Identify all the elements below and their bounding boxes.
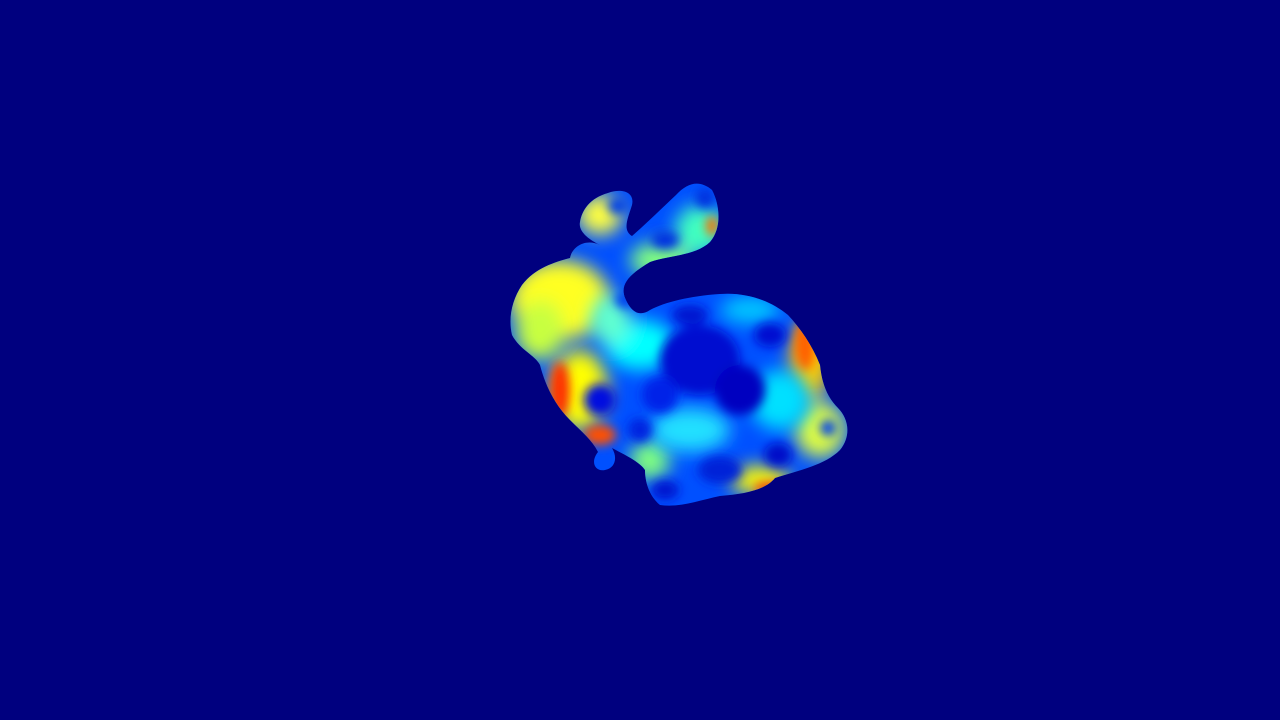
3d-render-canvas[interactable] [0,0,1280,720]
render-viewport[interactable] [0,0,1280,720]
